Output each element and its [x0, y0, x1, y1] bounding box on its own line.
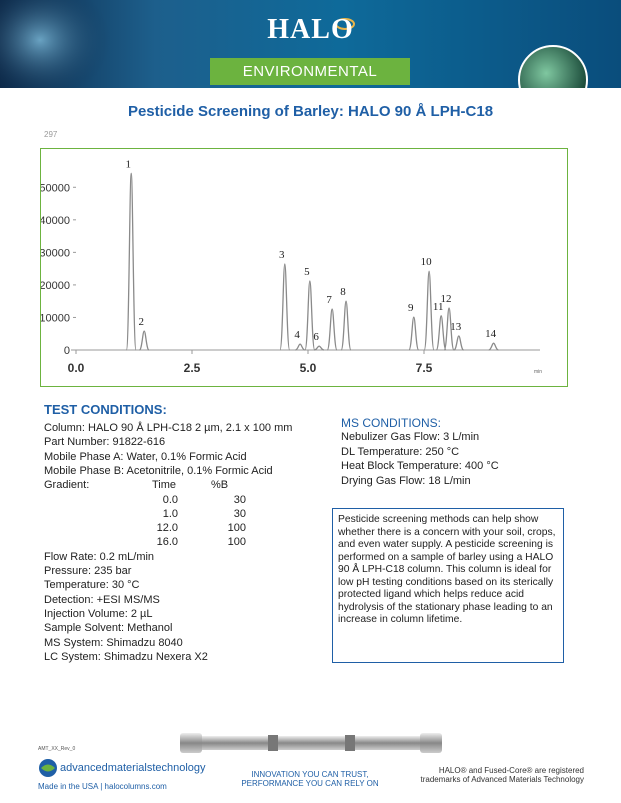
- peak: [443, 307, 455, 351]
- x-axis-label: min: [534, 369, 542, 375]
- condition-line: Column: HALO 90 Å LPH-C18 2 µm, 2.1 x 10…: [44, 422, 293, 434]
- gradient-cell: 16.0: [156, 536, 178, 549]
- peak-label: 9: [408, 302, 414, 314]
- ms-conditions: MS CONDITIONS: Nebulizer Gas Flow: 3 L/mi…: [341, 416, 499, 488]
- y-tick-label: 30000: [40, 247, 70, 259]
- peak-label: 10: [421, 256, 433, 268]
- made-in: Made in the USA | halocolumns.com: [38, 782, 167, 791]
- peak-label: 11: [433, 301, 444, 313]
- condition-line: Flow Rate: 0.2 mL/min: [44, 550, 155, 563]
- x-tick-label: 7.5: [416, 361, 433, 375]
- peak: [279, 263, 291, 351]
- x-tick-label: 5.0: [300, 361, 317, 375]
- peak-label: 7: [326, 294, 332, 306]
- gradient-header: Time: [152, 479, 177, 492]
- brand-logo: HALO: [267, 14, 354, 45]
- condition-line: Mobile Phase A: Water, 0.1% Formic Acid: [44, 450, 247, 463]
- y-tick-label: 50000: [40, 182, 70, 194]
- condition-line: Sample Solvent: Methanol: [44, 622, 173, 635]
- app-code: 297: [44, 130, 58, 139]
- condition-line: Nebulizer Gas Flow: 3 L/min: [341, 431, 480, 443]
- peak: [408, 316, 420, 351]
- condition-line: Part Number: 91822-616: [44, 436, 166, 449]
- chromatogram: 0 10000 20000 30000 40000 50000 0.0 2.5 5.0 7.5 mi…: [40, 148, 568, 387]
- y-tick-label: 20000: [40, 280, 70, 292]
- gradient-header: %B: [211, 479, 229, 492]
- peak-label: 6: [313, 331, 319, 343]
- gradient-cell: 100: [227, 536, 246, 549]
- gradient-label: Gradient:: [44, 479, 90, 492]
- gradient-cell: 0.0: [162, 493, 178, 506]
- y-tick-label: 0: [64, 345, 70, 357]
- x-tick-label: 2.5: [184, 361, 201, 375]
- company-icon: [39, 759, 57, 777]
- condition-line: Pressure: 235 bar: [44, 565, 132, 577]
- peak-label: 14: [485, 328, 497, 340]
- peak-label: 1: [125, 158, 131, 170]
- peak: [340, 300, 352, 351]
- peak: [304, 280, 316, 351]
- tagline-line: PERFORMANCE YOU CAN RELY ON: [241, 779, 379, 788]
- peak-label: 13: [450, 321, 462, 333]
- trademark: HALO® and Fused-Core® are registered trad…: [400, 766, 585, 784]
- gradient-cell: 30: [233, 507, 246, 520]
- company-name: advancedmaterialstechnology: [60, 762, 206, 774]
- y-tick-label: 10000: [40, 312, 70, 324]
- peak: [295, 343, 306, 351]
- column-image: [180, 733, 442, 753]
- peak-label: 3: [279, 249, 285, 261]
- peak: [488, 342, 499, 351]
- peak-label: 8: [340, 286, 346, 298]
- gradient-cell: 12.0: [156, 522, 178, 535]
- condition-line: Mobile Phase B: Acetonitrile, 0.1% Formi…: [44, 464, 273, 477]
- section-heading: TEST CONDITIONS:: [44, 402, 167, 417]
- gradient-cell: 30: [233, 493, 246, 506]
- peak: [138, 330, 150, 351]
- category-tab: ENVIRONMENTAL: [210, 58, 410, 85]
- condition-line: Heat Block Temperature: 400 °C: [341, 460, 499, 472]
- condition-line: Detection: +ESI MS/MS: [44, 593, 160, 606]
- condition-line: LC System: Shimadzu Nexera X2: [44, 650, 208, 663]
- peak-label: 12: [441, 293, 452, 305]
- tagline: INNOVATION YOU CAN TRUST, PERFORMANCE YOU…: [220, 770, 400, 788]
- condition-line: DL Temperature: 250 °C: [341, 445, 460, 458]
- condition-line: MS System: Shimadzu 8040: [44, 636, 183, 649]
- peak: [453, 335, 464, 351]
- gradient-cell: 1.0: [162, 507, 178, 520]
- description-box: Pesticide screening methods can help sho…: [332, 508, 564, 663]
- trademark-line: trademarks of Advanced Materials Technol…: [420, 775, 585, 784]
- peak: [423, 270, 435, 351]
- tagline-line: INNOVATION YOU CAN TRUST,: [251, 770, 369, 779]
- x-tick-label: 0.0: [68, 361, 85, 375]
- test-conditions: TEST CONDITIONS:: [44, 402, 167, 417]
- section-heading: MS CONDITIONS:: [341, 416, 442, 430]
- peak: [314, 345, 325, 351]
- peak: [326, 308, 338, 351]
- peak: [435, 315, 447, 351]
- peak-label: 2: [138, 316, 144, 328]
- trademark-line: HALO® and Fused-Core® are registered: [438, 766, 584, 775]
- peak: [125, 172, 137, 351]
- condition-line: Injection Volume: 2 µL: [44, 607, 153, 620]
- doc-code: AMT_XX_Rev_0: [38, 746, 76, 752]
- condition-line: Drying Gas Flow: 18 L/min: [341, 474, 471, 487]
- condition-line: Temperature: 30 °C: [44, 579, 140, 592]
- header-art: [0, 0, 588, 88]
- gradient-cell: 100: [227, 522, 246, 535]
- peak-label: 4: [294, 329, 300, 341]
- peak-label: 5: [304, 266, 310, 278]
- page-title: Pesticide Screening of Barley: HALO 90 Å…: [127, 103, 494, 120]
- y-tick-label: 40000: [40, 215, 70, 227]
